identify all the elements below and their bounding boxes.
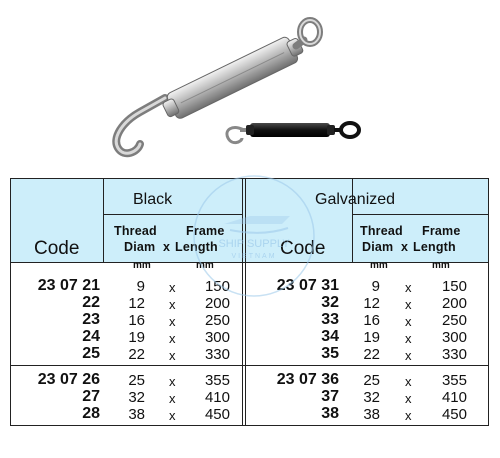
- black-thread-diam: 32: [128, 389, 145, 406]
- black-code: 22: [82, 294, 100, 311]
- black-frame-header: Frame: [186, 224, 225, 238]
- black-times-sign: x: [169, 374, 176, 389]
- black-thread-diam: 12: [128, 295, 145, 312]
- black-frame-length: 300: [204, 329, 230, 346]
- galvanized-code: 23 07 31: [276, 277, 339, 294]
- black-header: Black: [133, 191, 173, 208]
- turnbuckle-spec-table: Black Code Thread Frame Diam x Length mm…: [0, 178, 500, 428]
- galvanized-thread-diam: 16: [363, 312, 380, 329]
- galvanized-thread-diam: 38: [363, 406, 380, 423]
- black-thread-diam: 9: [136, 278, 145, 295]
- black-frame-length: 200: [204, 295, 230, 312]
- black-frame-length: 450: [204, 406, 230, 423]
- table-border-bottom: [10, 425, 489, 426]
- galvanized-thread-diam: 12: [363, 295, 380, 312]
- black-thread-diam: 19: [128, 329, 145, 346]
- black-code-divider: [103, 178, 104, 262]
- galvanized-header: Galvanized: [315, 191, 396, 208]
- galvanized-code: 34: [321, 328, 339, 345]
- galvanized-frame-length: 150: [441, 278, 467, 295]
- galvanized-diam-header: Diam: [362, 240, 394, 254]
- black-code: 23 07 26: [37, 371, 100, 388]
- table-border-right: [488, 178, 489, 426]
- table-divider-double: [245, 178, 246, 426]
- galvanized-times-sign: x: [405, 348, 412, 363]
- galvanized-thread-header: Thread: [360, 224, 403, 238]
- black-frame-length: 410: [204, 389, 230, 406]
- galvanized-frame-length: 250: [441, 312, 467, 329]
- galvanized-code: 38: [321, 405, 339, 422]
- table-border-left: [10, 178, 11, 426]
- galvanized-thread-diam: 19: [363, 329, 380, 346]
- galvanized-code: 32: [321, 294, 339, 311]
- table-divider: [242, 178, 243, 426]
- galvanized-code: 35: [321, 345, 339, 362]
- black-times-sign: x: [169, 348, 176, 363]
- black-frame-length: 355: [204, 372, 230, 389]
- black-subheader-line: [103, 214, 242, 215]
- black-code: 23 07 21: [37, 277, 100, 294]
- black-thread-header: Thread: [114, 224, 157, 238]
- galvanized-thread-diam: 25: [363, 372, 380, 389]
- black-frame-length: 250: [204, 312, 230, 329]
- galvanized-frame-length: 330: [441, 346, 467, 363]
- black-frame-length: 150: [204, 278, 230, 295]
- black-thread-diam: 38: [128, 406, 145, 423]
- black-code-header: Code: [34, 238, 80, 259]
- galvanized-thread-diam: 9: [371, 278, 380, 295]
- black-thread-diam: 22: [128, 346, 145, 363]
- black-code: 24: [82, 328, 100, 345]
- galvanized-turnbuckle-image: [112, 17, 323, 158]
- galvanized-length-unit: mm: [432, 260, 450, 271]
- black-frame-length: 330: [204, 346, 230, 363]
- galvanized-code: 37: [321, 388, 339, 405]
- black-length-header: Length: [175, 240, 218, 254]
- galvanized-x-header: x: [401, 240, 409, 254]
- galvanized-frame-length: 410: [441, 389, 467, 406]
- black-times-sign: x: [169, 297, 176, 312]
- galvanized-times-sign: x: [405, 331, 412, 346]
- galvanized-frame-length: 300: [441, 329, 467, 346]
- galvanized-code-divider: [352, 178, 353, 262]
- black-times-sign: x: [169, 391, 176, 406]
- black-times-sign: x: [169, 331, 176, 346]
- galvanized-times-sign: x: [405, 314, 412, 329]
- black-diam-unit: mm: [133, 260, 151, 271]
- galvanized-times-sign: x: [405, 374, 412, 389]
- header-bottom-line: [10, 262, 489, 263]
- black-length-unit: mm: [196, 260, 214, 271]
- galvanized-code-header: Code: [280, 238, 326, 259]
- galvanized-diam-unit: mm: [370, 260, 388, 271]
- galvanized-thread-diam: 22: [363, 346, 380, 363]
- black-code: 23: [82, 311, 100, 328]
- black-times-sign: x: [169, 280, 176, 295]
- galvanized-subheader-line: [352, 214, 488, 215]
- table-border-top: [10, 178, 489, 179]
- black-code: 25: [82, 345, 100, 362]
- galvanized-code: 23 07 36: [276, 371, 339, 388]
- galvanized-frame-length: 200: [441, 295, 467, 312]
- galvanized-frame-header: Frame: [422, 224, 461, 238]
- black-code: 28: [82, 405, 100, 422]
- black-thread-diam: 25: [128, 372, 145, 389]
- black-turnbuckle-image: [225, 121, 361, 145]
- galvanized-frame-length: 450: [441, 406, 467, 423]
- black-thread-diam: 16: [128, 312, 145, 329]
- galvanized-times-sign: x: [405, 280, 412, 295]
- group-separator: [10, 365, 489, 366]
- turnbuckle-product-photo: [112, 17, 361, 158]
- galvanized-times-sign: x: [405, 408, 412, 423]
- galvanized-length-header: Length: [413, 240, 456, 254]
- black-diam-header: Diam: [124, 240, 156, 254]
- black-code: 27: [82, 388, 100, 405]
- black-times-sign: x: [169, 408, 176, 423]
- galvanized-code: 33: [321, 311, 339, 328]
- black-times-sign: x: [169, 314, 176, 329]
- galvanized-frame-length: 355: [441, 372, 467, 389]
- galvanized-times-sign: x: [405, 297, 412, 312]
- galvanized-thread-diam: 32: [363, 389, 380, 406]
- black-x-header: x: [163, 240, 171, 254]
- galvanized-times-sign: x: [405, 391, 412, 406]
